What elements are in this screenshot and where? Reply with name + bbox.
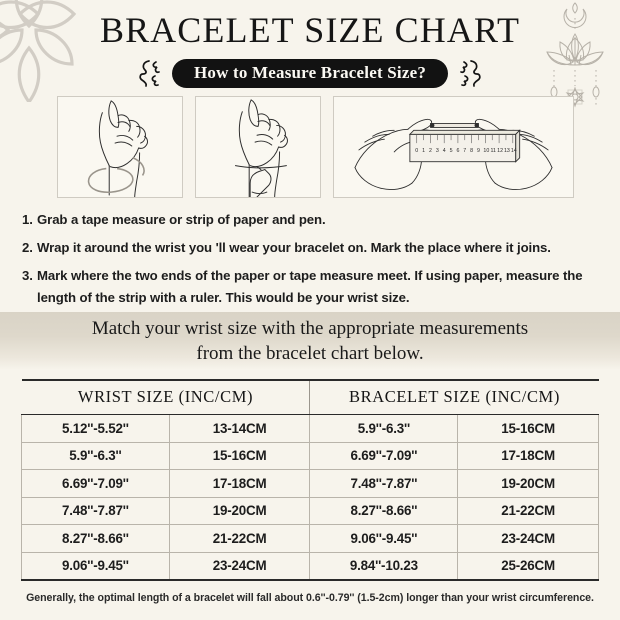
swirl-flourish-icon: [139, 60, 160, 87]
cell-bracelet-cm: 15-16CM: [457, 414, 599, 443]
svg-text:13: 13: [504, 148, 510, 154]
table-header-row: WRIST SIZE (INC/CM) BRACELET SIZE (INC/C…: [21, 379, 599, 415]
cell-wrist-inch: 5.12''-5.52'': [21, 414, 170, 443]
table-row: 6.69''-7.09'' 17-18CM 7.48''-7.87'' 19-2…: [21, 469, 599, 498]
step-item: 1. Grab a tape measure or strip of paper…: [22, 209, 602, 231]
page-title: BRACELET SIZE CHART: [99, 10, 521, 50]
subtitle-row: How to Measure Bracelet Size?: [0, 58, 620, 88]
match-size-banner: Match your wrist size with the appropria…: [0, 312, 620, 370]
svg-text:12: 12: [497, 148, 503, 154]
cell-wrist-inch: 9.06''-9.45'': [21, 551, 170, 581]
cell-wrist-inch: 5.9''-6.3'': [21, 441, 170, 470]
cell-bracelet-cm: 19-20CM: [457, 469, 599, 498]
banner-line-1: Match your wrist size with the appropria…: [91, 318, 529, 339]
step-number: 1.: [22, 212, 33, 227]
cell-bracelet-inch: 6.69''-7.09'': [309, 441, 459, 470]
cell-wrist-cm: 15-16CM: [168, 441, 311, 470]
cell-bracelet-inch: 9.84''-10.23: [309, 551, 459, 581]
svg-text:5: 5: [450, 148, 453, 154]
size-table: WRIST SIZE (INC/CM) BRACELET SIZE (INC/C…: [21, 379, 599, 581]
svg-text:2: 2: [429, 148, 432, 154]
banner-line-2: from the bracelet chart below.: [196, 343, 424, 364]
svg-text:10: 10: [483, 148, 489, 154]
table-row: 5.12''-5.52'' 13-14CM 5.9''-6.3'' 15-16C…: [21, 414, 599, 443]
mandala-corner-icon: [0, 0, 77, 102]
step-text: Mark where the two ends of the paper or …: [37, 268, 583, 305]
step-number: 2.: [22, 240, 33, 255]
step-item: 3. Mark where the two ends of the paper …: [22, 265, 602, 308]
table-row: 9.06''-9.45'' 23-24CM 9.84''-10.23 25-26…: [21, 551, 599, 581]
cell-wrist-cm: 19-20CM: [168, 496, 311, 525]
step-number: 3.: [22, 268, 33, 283]
table-header-wrist: WRIST SIZE (INC/CM): [21, 379, 310, 415]
cell-bracelet-inch: 9.06''-9.45'': [309, 524, 459, 553]
table-row: 7.48''-7.87'' 19-20CM 8.27''-8.66'' 21-2…: [21, 496, 599, 525]
cell-bracelet-inch: 5.9''-6.3'': [309, 414, 459, 443]
cell-bracelet-cm: 17-18CM: [457, 441, 599, 470]
subtitle-pill: How to Measure Bracelet Size?: [171, 58, 449, 88]
svg-text:0: 0: [415, 148, 418, 154]
swirl-flourish-icon: [460, 60, 481, 87]
cell-bracelet-cm: 23-24CM: [457, 524, 599, 553]
svg-text:3: 3: [436, 148, 439, 154]
svg-text:14: 14: [511, 148, 517, 154]
cell-wrist-inch: 6.69''-7.09'': [21, 469, 170, 498]
illustration-panel-1: [57, 96, 183, 198]
svg-text:7: 7: [463, 148, 466, 154]
cell-bracelet-cm: 21-22CM: [457, 496, 599, 525]
cell-wrist-cm: 13-14CM: [168, 414, 311, 443]
svg-text:9: 9: [477, 148, 480, 154]
cell-wrist-inch: 8.27''-8.66'': [21, 524, 170, 553]
table-row: 5.9''-6.3'' 15-16CM 6.69''-7.09'' 17-18C…: [21, 441, 599, 470]
measurement-steps: 1. Grab a tape measure or strip of paper…: [22, 209, 602, 315]
svg-text:8: 8: [470, 148, 473, 154]
hand-with-tape-measure-illustration: [87, 100, 148, 197]
cell-wrist-cm: 21-22CM: [168, 524, 311, 553]
cell-bracelet-inch: 8.27''-8.66'': [309, 496, 459, 525]
cell-bracelet-inch: 7.48''-7.87'': [309, 469, 459, 498]
svg-text:6: 6: [456, 148, 459, 154]
table-header-bracelet: BRACELET SIZE (INC/CM): [309, 379, 599, 415]
illustration-panel-2: [195, 96, 321, 198]
cell-wrist-cm: 17-18CM: [168, 469, 311, 498]
size-table-wrapper: WRIST SIZE (INC/CM) BRACELET SIZE (INC/C…: [21, 379, 599, 581]
table-row: 8.27''-8.66'' 21-22CM 9.06''-9.45'' 23-2…: [21, 524, 599, 553]
cell-bracelet-cm: 25-26CM: [457, 551, 599, 581]
step-text: Wrap it around the wrist you 'll wear yo…: [37, 240, 551, 255]
step-item: 2. Wrap it around the wrist you 'll wear…: [22, 237, 602, 259]
cell-wrist-cm: 23-24CM: [168, 551, 311, 581]
step-text: Grab a tape measure or strip of paper an…: [37, 212, 326, 227]
footer-note: Generally, the optimal length of a brace…: [26, 592, 594, 604]
hand-marking-with-pen-illustration: [234, 99, 288, 197]
cell-wrist-inch: 7.48''-7.87'': [21, 496, 170, 525]
svg-text:4: 4: [443, 148, 446, 154]
svg-text:11: 11: [490, 148, 496, 154]
table-body: 5.12''-5.52'' 13-14CM 5.9''-6.3'' 15-16C…: [21, 414, 599, 581]
svg-text:1: 1: [422, 148, 425, 154]
